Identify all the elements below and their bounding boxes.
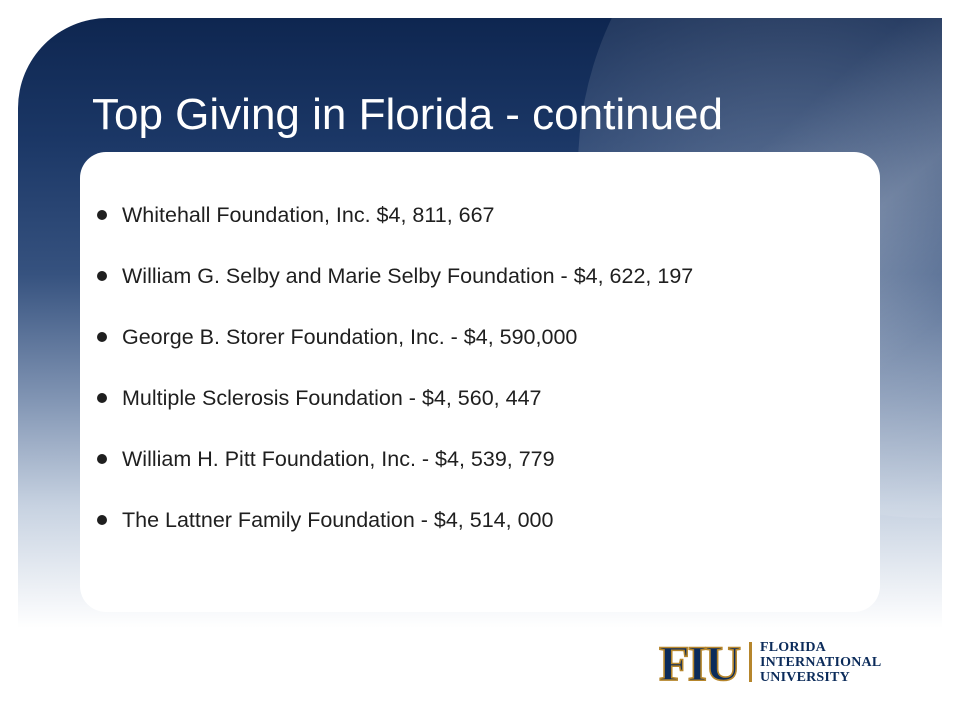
- list-item: Whitehall Foundation, Inc. $4, 811, 667: [97, 200, 860, 230]
- bullet-text: Multiple Sclerosis Foundation - $4, 560,…: [122, 386, 542, 410]
- bullet-text: George B. Storer Foundation, Inc. - $4, …: [122, 325, 578, 349]
- bullet-text: William H. Pitt Foundation, Inc. - $4, 5…: [122, 447, 555, 471]
- bullet-icon: [97, 515, 107, 525]
- logo-line-florida: FLORIDA: [760, 640, 826, 655]
- fiu-logo-mark-text: FIU: [659, 636, 740, 688]
- bullet-icon: [97, 271, 107, 281]
- bullet-icon: [97, 332, 107, 342]
- list-item: The Lattner Family Foundation - $4, 514,…: [97, 505, 860, 535]
- logo-line-university: UNIVERSITY: [760, 670, 850, 685]
- logo-divider: [749, 642, 752, 682]
- list-item: Multiple Sclerosis Foundation - $4, 560,…: [97, 383, 860, 413]
- logo-line-international: INTERNATIONAL: [760, 655, 882, 670]
- bullet-icon: [97, 454, 107, 464]
- content-panel: Whitehall Foundation, Inc. $4, 811, 667 …: [80, 152, 880, 612]
- bullet-text: William G. Selby and Marie Selby Foundat…: [122, 264, 694, 288]
- bullet-list: Whitehall Foundation, Inc. $4, 811, 667 …: [97, 200, 860, 566]
- fiu-logo-mark-icon: FIU: [658, 636, 743, 688]
- bullet-icon: [97, 393, 107, 403]
- bullet-text: Whitehall Foundation, Inc. $4, 811, 667: [122, 203, 495, 227]
- list-item: William G. Selby and Marie Selby Foundat…: [97, 261, 860, 291]
- fiu-logo: FIU FLORIDA INTERNATIONAL UNIVERSITY: [652, 636, 892, 688]
- list-item: William H. Pitt Foundation, Inc. - $4, 5…: [97, 444, 860, 474]
- bullet-icon: [97, 210, 107, 220]
- logo-wordmark: FLORIDA INTERNATIONAL UNIVERSITY: [760, 640, 881, 685]
- bullet-text: The Lattner Family Foundation - $4, 514,…: [122, 508, 554, 532]
- list-item: George B. Storer Foundation, Inc. - $4, …: [97, 322, 860, 352]
- slide-title: Top Giving in Florida - continued: [92, 90, 723, 139]
